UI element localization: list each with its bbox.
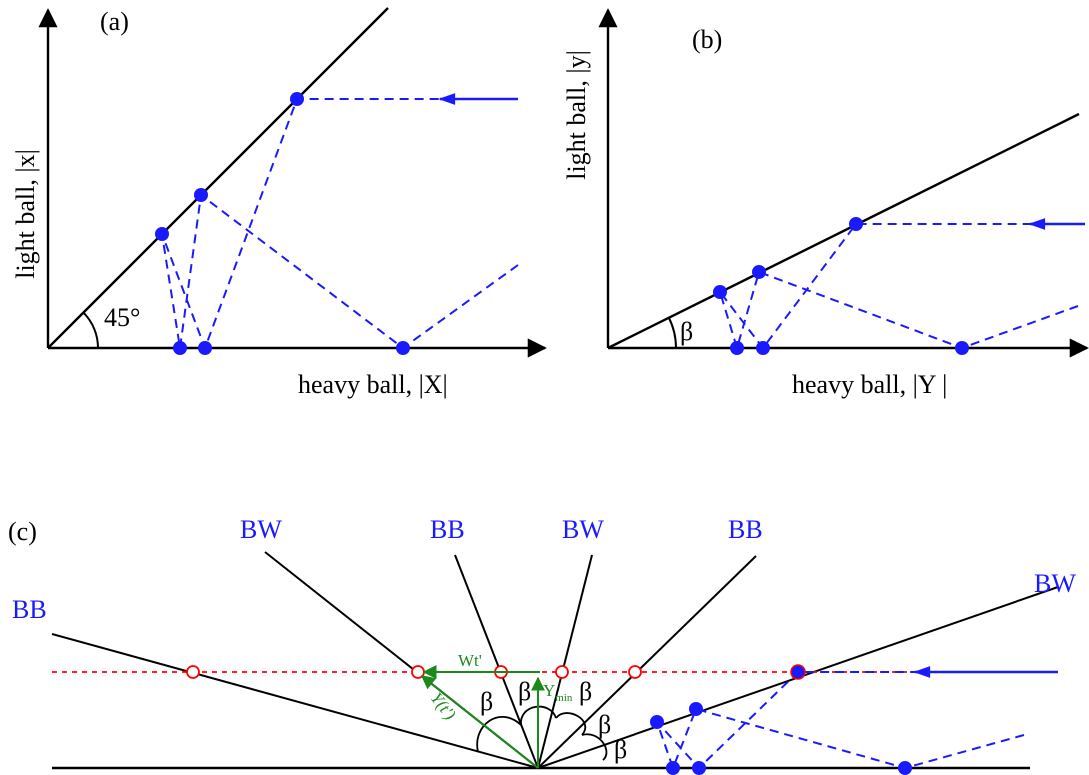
panel-b-collision-dot bbox=[730, 341, 744, 355]
panel-c-collision-dot bbox=[666, 761, 680, 775]
panel-b-collision-dot bbox=[955, 341, 969, 355]
panel-a-collision-dot bbox=[396, 341, 410, 355]
panel-a: (a) 45° light ball, |x| heavy ball, |X| bbox=[11, 7, 547, 399]
panel-c-red-marker bbox=[555, 665, 569, 679]
panel-c-collision-dot bbox=[898, 761, 912, 775]
panel-b-angle-label: β bbox=[680, 317, 693, 346]
panel-b: (b) β light ball, |y| heavy ball, |Y | bbox=[562, 8, 1089, 399]
panel-b-collision-dot bbox=[849, 217, 863, 231]
panel-a-collision-dot bbox=[173, 341, 187, 355]
panel-c-beta-label: β bbox=[480, 687, 493, 716]
panel-b-y-axis-label: light ball, |y| bbox=[562, 50, 591, 180]
panel-c-wall-label: BB bbox=[12, 595, 47, 624]
panel-c-label: (c) bbox=[8, 517, 37, 546]
panel-c-wall-line bbox=[51, 633, 539, 769]
panel-a-x-axis-label: heavy ball, |X| bbox=[298, 370, 448, 399]
panel-c-wall-line bbox=[537, 555, 757, 769]
panel-c-red-marker bbox=[628, 665, 642, 679]
panel-c-collision-dot bbox=[790, 664, 806, 680]
panel-a-collision-dot bbox=[194, 188, 208, 202]
panel-c-wall-line bbox=[537, 554, 593, 769]
panel-a-label: (a) bbox=[100, 7, 129, 36]
panel-b-x-axis-label: heavy ball, |Y | bbox=[792, 370, 947, 399]
panel-c-red-marker bbox=[186, 665, 200, 679]
panel-c-wt-label: Wt' bbox=[458, 651, 482, 670]
panel-c-trajectory bbox=[656, 671, 1025, 771]
panel-b-trajectory bbox=[719, 223, 1079, 352]
panel-c-collision-dot bbox=[689, 702, 703, 716]
panel-c-yt-arrow bbox=[420, 675, 539, 769]
panel-a-collision-dot bbox=[155, 227, 169, 241]
panel-c-yt-label: Y(t') bbox=[427, 689, 460, 724]
panel-c-beta-label: β bbox=[598, 710, 611, 739]
panel-a-wall-line bbox=[47, 7, 389, 349]
panel-a-collision-dot bbox=[198, 341, 212, 355]
panel-c-wall-label: BW bbox=[240, 515, 282, 544]
panel-c-angle-arcs bbox=[476, 705, 608, 761]
panel-c-collision-dot bbox=[650, 715, 664, 729]
panel-b-collision-dot bbox=[756, 341, 770, 355]
panel-c-beta-label: β bbox=[518, 677, 531, 706]
panel-c: (c) BB BW BB BW BB BW bbox=[8, 515, 1076, 775]
panel-a-angle-label: 45° bbox=[104, 303, 140, 332]
panel-c-ymin-label: Ymin bbox=[543, 681, 573, 704]
panel-b-collision-dot bbox=[713, 285, 727, 299]
panel-a-trajectory bbox=[161, 98, 519, 351]
panel-c-wall-label: BB bbox=[430, 515, 465, 544]
panel-c-beta-label: β bbox=[579, 677, 592, 706]
panel-c-wall-label: BW bbox=[1034, 569, 1076, 598]
panel-b-label: (b) bbox=[692, 25, 722, 54]
panel-c-beta-label: β bbox=[614, 735, 627, 764]
panel-a-angle-arc bbox=[82, 311, 100, 349]
panel-a-y-axis-label: light ball, |x| bbox=[11, 149, 40, 279]
panel-b-angle-arc bbox=[668, 317, 677, 349]
panel-b-collision-dot bbox=[752, 265, 766, 279]
panel-c-collision-dot bbox=[692, 761, 706, 775]
panel-c-wall-label: BB bbox=[728, 515, 763, 544]
panel-a-collision-dot bbox=[290, 92, 304, 106]
panel-c-wall-label: BW bbox=[562, 515, 604, 544]
panel-c-wall-line bbox=[454, 554, 539, 769]
panel-b-wall-line bbox=[607, 112, 1080, 350]
